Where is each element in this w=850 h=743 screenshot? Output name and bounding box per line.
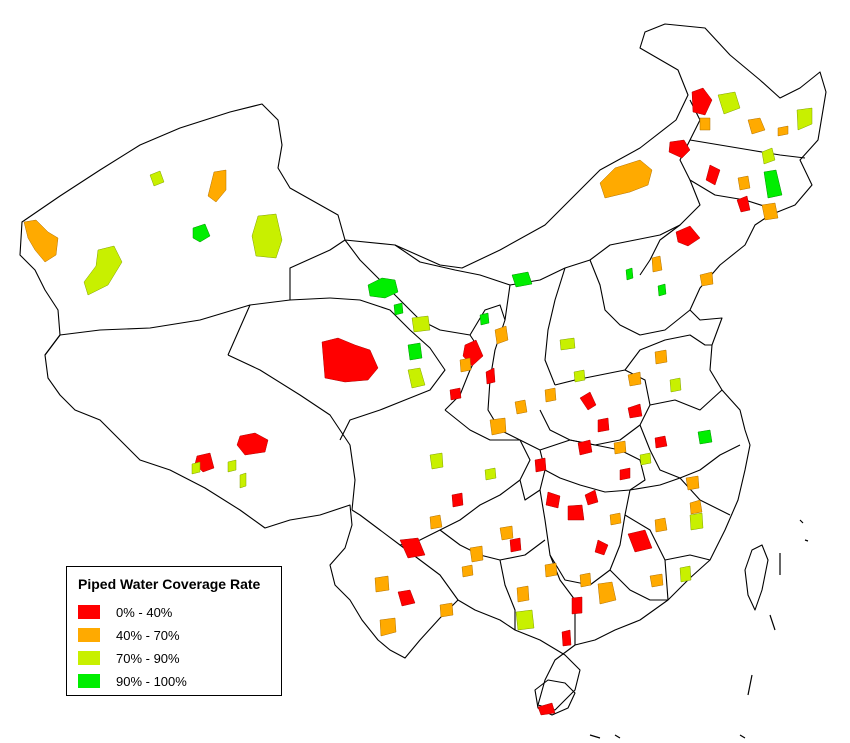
legend-label: 70% - 90% bbox=[116, 650, 180, 666]
map-legend: Piped Water Coverage Rate 0% - 40% 40% -… bbox=[66, 566, 282, 696]
boundary-gansu bbox=[344, 239, 481, 411]
legend-title: Piped Water Coverage Rate bbox=[78, 576, 261, 592]
legend-label: 0% - 40% bbox=[116, 604, 173, 620]
legend-swatch-red bbox=[78, 605, 100, 619]
boundary-hebei bbox=[589, 259, 691, 336]
legend-item-70-90: 70% - 90% bbox=[78, 650, 180, 666]
boundary-hubei bbox=[539, 439, 646, 493]
legend-label: 90% - 100% bbox=[116, 673, 187, 689]
boundary-shanxi bbox=[544, 267, 566, 386]
boundary-liaoning-hebei bbox=[639, 224, 681, 276]
boundary-sichuan bbox=[351, 409, 531, 546]
coverage-regions bbox=[23, 87, 813, 716]
legend-item-0-40: 0% - 40% bbox=[78, 604, 172, 620]
boundary-jilin-liaoning bbox=[689, 179, 771, 209]
boundary-yunnan-guangxi bbox=[399, 544, 516, 630]
boundary-qinghai-tibet bbox=[227, 354, 356, 511]
boundary-ningxia bbox=[469, 304, 506, 336]
boundary-heilongjiang-jilin bbox=[689, 139, 806, 159]
boundary-henan bbox=[539, 369, 651, 446]
legend-swatch-green bbox=[78, 674, 100, 688]
boundary-chongqing bbox=[519, 439, 546, 501]
taiwan-island bbox=[744, 544, 769, 611]
boundary-qinghai bbox=[227, 297, 446, 441]
legend-swatch-yellow-green bbox=[78, 651, 100, 665]
boundary-guizhou bbox=[439, 529, 546, 561]
boundary-jiangsu-anhui bbox=[639, 389, 741, 479]
boundary-xinjiang-qinghai bbox=[289, 239, 346, 300]
country-outline bbox=[19, 23, 827, 711]
legend-item-90-100: 90% - 100% bbox=[78, 673, 187, 689]
south-sea-marks bbox=[589, 519, 809, 739]
legend-swatch-orange bbox=[78, 628, 100, 642]
legend-item-40-70: 40% - 70% bbox=[78, 627, 180, 643]
boundary-xinjiang-tibet bbox=[44, 297, 331, 356]
boundary-shaanxi bbox=[487, 284, 521, 441]
boundary-guangdong-fujian bbox=[609, 569, 668, 601]
legend-label: 40% - 70% bbox=[116, 627, 180, 643]
boundary-shandong bbox=[624, 334, 712, 371]
